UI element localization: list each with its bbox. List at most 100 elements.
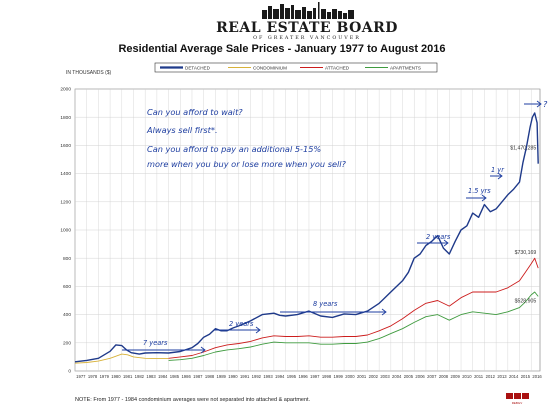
legend-label-condominium: CONDOMINIUM <box>253 66 287 71</box>
plateau-label-2: 2 years <box>229 320 254 328</box>
x-tick-label: 1987 <box>193 374 203 379</box>
series-line-detached <box>74 112 539 363</box>
x-tick-label: 2008 <box>439 374 449 379</box>
data-label-apartments: $528,905 <box>515 298 537 304</box>
annotation-line-4: more when you buy or lose more when you … <box>147 159 347 169</box>
plateau-arrow-5 <box>466 194 487 202</box>
x-tick-label: 1977 <box>76 374 86 379</box>
x-tick-label: 1988 <box>205 374 215 379</box>
plateau-arrow-4 <box>417 239 449 247</box>
annotation-line-2: Always sell first*. <box>146 125 218 135</box>
x-tick-label: 1980 <box>111 374 121 379</box>
series-line-condominium <box>74 353 169 364</box>
plateau-arrow-2 <box>214 326 261 334</box>
x-tick-label: 2014 <box>509 374 519 379</box>
skyline-icon <box>262 2 354 19</box>
legend-label-attached: ATTACHED <box>325 66 350 71</box>
logo-sub-text: OF GREATER VANCOUVER <box>253 35 361 41</box>
question-arrow <box>524 100 542 108</box>
x-tick-label: 2002 <box>369 374 379 379</box>
x-tick-label: 2000 <box>345 374 355 379</box>
footer-logo-text: REBGV <box>512 401 523 405</box>
plateau-label-6: 1 yr <box>491 166 505 174</box>
y-tick-label: 1200 <box>60 199 71 205</box>
series-line-apartments <box>168 291 539 361</box>
x-tick-label: 1993 <box>263 374 273 379</box>
x-tick-label: 2013 <box>497 374 507 379</box>
y-tick-label: 1600 <box>60 143 71 149</box>
y-tick-label: 0 <box>68 369 71 375</box>
data-label-detached: $1,470,285 <box>510 146 536 152</box>
footer-logo-mark-1 <box>506 393 513 399</box>
legend-label-apartments: APARTMENTS <box>390 66 421 71</box>
annotation-line-3: Can you afford to pay an additional 5-15… <box>147 144 321 154</box>
plot-area: 0 200 400 600 800 1000 1200 1400 1600 1800 2000 19… <box>60 87 542 379</box>
plateau-arrow-6 <box>490 172 503 180</box>
footer-logo-mark-3 <box>522 393 529 399</box>
plateau-arrow-3 <box>280 308 387 316</box>
plateau-label-1: 7 years <box>143 339 168 347</box>
x-tick-label: 1999 <box>334 374 344 379</box>
x-tick-label: 2007 <box>427 374 437 379</box>
footnote: NOTE: From 1977 - 1984 condominium avera… <box>75 397 311 403</box>
series-line-attached <box>168 257 539 359</box>
x-tick-label: 2015 <box>521 374 531 379</box>
y-axis-label: IN THOUSANDS ($) <box>66 70 112 76</box>
x-tick-label: 1991 <box>240 374 250 379</box>
y-tick-label: 1800 <box>60 115 71 121</box>
annotations: Can you afford to wait? Always sell firs… <box>122 99 548 354</box>
y-tick-label: 1000 <box>60 228 71 234</box>
y-tick-label: 800 <box>63 256 71 262</box>
question-mark: ? <box>543 99 548 109</box>
plateau-label-5: 1.5 yrs <box>468 187 491 195</box>
x-tick-label: 1984 <box>158 374 168 379</box>
x-tick-label: 1982 <box>135 374 145 379</box>
x-tick-label: 2009 <box>451 374 461 379</box>
x-tick-label: 1989 <box>217 374 227 379</box>
plateau-arrow-1 <box>122 346 206 354</box>
plateau-label-3: 8 years <box>313 300 338 308</box>
x-tick-label: 2006 <box>415 374 425 379</box>
footer-logo: REBGV <box>506 393 529 405</box>
x-tick-label: 2010 <box>462 374 472 379</box>
x-tick-label: 1997 <box>310 374 320 379</box>
x-tick-label: 1981 <box>123 374 133 379</box>
logo-main-text: REAL ESTATE BOARD <box>216 20 398 36</box>
x-tick-label: 1986 <box>181 374 191 379</box>
y-tick-label: 200 <box>63 340 71 346</box>
legend-label-detached: DETACHED <box>185 66 211 71</box>
x-tick-label: 1985 <box>170 374 180 379</box>
y-tick-label: 600 <box>63 284 71 290</box>
y-ticks: 0 200 400 600 800 1000 1200 1400 1600 1800 2000 <box>60 87 71 375</box>
footer-logo-mark-2 <box>514 393 521 399</box>
x-tick-label: 1978 <box>88 374 98 379</box>
series-lines <box>74 112 539 364</box>
chart-title: Residential Average Sale Prices - Januar… <box>118 43 445 55</box>
grid <box>74 88 540 372</box>
x-tick-label: 1983 <box>146 374 156 379</box>
x-tick-label: 2005 <box>404 374 414 379</box>
x-tick-label: 1979 <box>100 374 110 379</box>
x-tick-label: 1998 <box>322 374 332 379</box>
x-tick-label: 1994 <box>275 374 285 379</box>
annotation-line-1: Can you afford to wait? <box>147 107 243 117</box>
x-tick-label: 2016 <box>532 374 542 379</box>
x-tick-label: 2011 <box>474 374 484 379</box>
data-label-attached: $730,169 <box>515 250 537 256</box>
x-tick-label: 2001 <box>357 374 367 379</box>
y-tick-label: 2000 <box>60 87 71 93</box>
plateau-label-4: 2 years <box>426 233 451 241</box>
x-tick-label: 1992 <box>252 374 262 379</box>
data-labels: $1,470,285 $730,169 $528,905 <box>510 146 536 305</box>
x-tick-label: 1996 <box>298 374 308 379</box>
x-tick-label: 2003 <box>380 374 390 379</box>
x-tick-label: 2012 <box>486 374 496 379</box>
x-tick-label: 1995 <box>287 374 297 379</box>
legend-box <box>154 62 438 73</box>
logo: REAL ESTATE BOARD OF GREATER VANCOUVER <box>216 2 398 41</box>
y-tick-label: 400 <box>63 312 71 318</box>
x-tick-label: 2004 <box>392 374 402 379</box>
y-tick-label: 1400 <box>60 171 71 177</box>
legend: DETACHED CONDOMINIUM ATTACHED APARTMENTS <box>154 62 438 73</box>
